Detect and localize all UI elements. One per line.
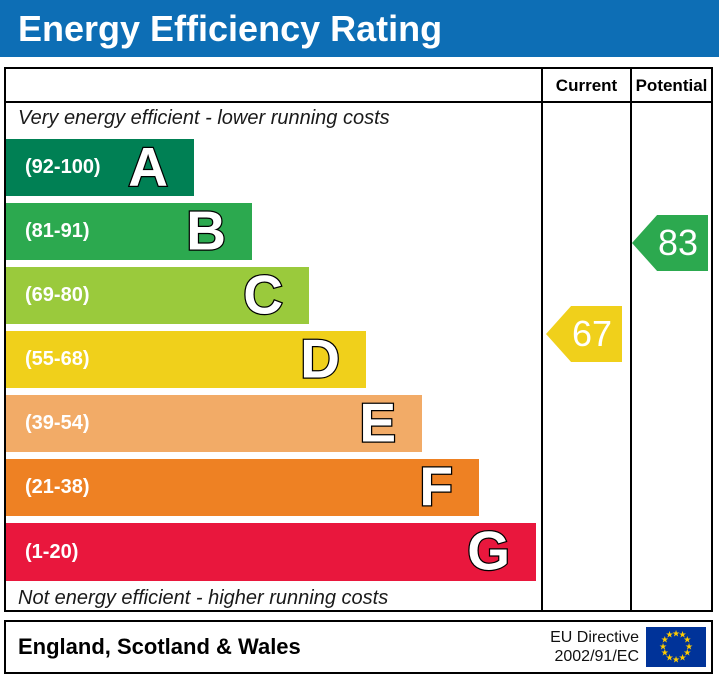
column-header-potential: Potential <box>635 76 708 95</box>
band-f-range: (21-38) <box>25 476 90 498</box>
eu-flag-star: ★ <box>683 647 692 658</box>
eu-flag-star: ★ <box>665 629 674 640</box>
band-e-range: (39-54) <box>25 412 90 434</box>
eu-flag: ★ ★ ★ ★ ★ ★ ★ ★ ★ ★ ★ ★ <box>646 627 706 667</box>
band-b-letter: B <box>185 198 227 261</box>
region-label: England, Scotland & Wales <box>18 634 301 659</box>
band-c-letter: C <box>242 262 284 325</box>
band-c: (69-80) C <box>6 262 309 325</box>
band-g: (1-20) G <box>6 519 536 582</box>
title-bar: Energy Efficiency Rating <box>0 0 719 57</box>
header-divider <box>6 101 711 103</box>
eu-directive-line2: 2002/91/EC <box>554 648 639 665</box>
rating-chart: Current Potential Very energy efficient … <box>4 67 713 612</box>
band-d-letter: D <box>299 326 341 389</box>
band-f: (21-38) F <box>6 454 479 517</box>
eu-flag-star: ★ <box>683 634 692 645</box>
eu-directive-line1: EU Directive <box>550 629 639 646</box>
band-d-range: (55-68) <box>25 348 90 370</box>
eu-flag-star: ★ <box>678 629 687 640</box>
band-e: (39-54) E <box>6 390 422 453</box>
band-g-letter: G <box>466 519 511 582</box>
current-rating-value: 67 <box>571 313 613 354</box>
eu-flag-star: ★ <box>660 634 669 645</box>
potential-rating-value: 83 <box>657 222 699 263</box>
band-c-range: (69-80) <box>25 284 90 306</box>
potential-column-divider <box>630 69 632 610</box>
current-rating-arrow: 67 <box>546 306 622 362</box>
footer-bar: England, Scotland & Wales EU Directive 2… <box>4 620 713 674</box>
band-a: (92-100) A <box>6 134 194 197</box>
band-a-range: (92-100) <box>25 156 101 178</box>
page-title: Energy Efficiency Rating <box>18 8 443 49</box>
column-header-current: Current <box>555 76 618 95</box>
band-d: (55-68) D <box>6 326 366 389</box>
eu-flag-star: ★ <box>678 652 687 663</box>
current-column-divider <box>541 69 543 610</box>
eu-flag-star: ★ <box>684 641 694 651</box>
band-b: (81-91) B <box>6 198 252 261</box>
band-f-letter: F <box>418 454 454 517</box>
band-b-range: (81-91) <box>25 220 90 242</box>
top-note: Very energy efficient - lower running co… <box>18 107 390 129</box>
eu-flag-star: ★ <box>660 647 669 658</box>
eu-flag-star: ★ <box>671 628 681 638</box>
band-e-letter: E <box>358 390 397 453</box>
eu-directive-label: EU Directive 2002/91/EC <box>550 628 639 666</box>
band-a-letter: A <box>127 134 169 197</box>
bottom-note: Not energy efficient - higher running co… <box>18 587 389 609</box>
eu-flag-star: ★ <box>665 652 674 663</box>
band-g-range: (1-20) <box>25 540 79 563</box>
eu-flag-star: ★ <box>671 654 681 664</box>
potential-rating-arrow: 83 <box>632 215 708 271</box>
eu-flag-star: ★ <box>658 641 668 651</box>
